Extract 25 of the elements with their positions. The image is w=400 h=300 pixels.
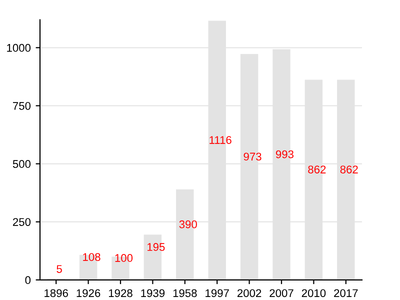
data-label: 5 xyxy=(56,265,62,273)
data-label: 195 xyxy=(148,243,165,251)
x-tick-label: 1958 xyxy=(173,289,197,298)
y-tick-label: 250 xyxy=(12,218,31,226)
y-tick-label: 1000 xyxy=(7,44,31,52)
data-label: 390 xyxy=(179,220,197,228)
x-tick-label: 2017 xyxy=(334,289,358,298)
y-tick-label: 500 xyxy=(12,160,31,168)
data-label: 973 xyxy=(244,152,262,161)
y-tick-label: 750 xyxy=(13,102,31,110)
y-tick-label: 0 xyxy=(25,276,31,284)
x-tick-label: 1926 xyxy=(76,289,100,298)
x-tick-label: 1939 xyxy=(141,289,165,298)
data-label: 993 xyxy=(276,150,294,158)
x-tick-label: 2010 xyxy=(302,289,326,298)
data-label: 1116 xyxy=(210,136,232,144)
x-tick-label: 1896 xyxy=(44,289,68,298)
data-label: 862 xyxy=(340,166,358,174)
data-label: 862 xyxy=(308,166,326,174)
x-tick-label: 2002 xyxy=(238,289,262,298)
x-tick-label: 1928 xyxy=(108,289,132,298)
x-tick-label: 2007 xyxy=(270,289,294,298)
data-label: 108 xyxy=(83,253,100,261)
x-tick-label: 1997 xyxy=(206,289,229,298)
data-label: 100 xyxy=(115,254,133,262)
